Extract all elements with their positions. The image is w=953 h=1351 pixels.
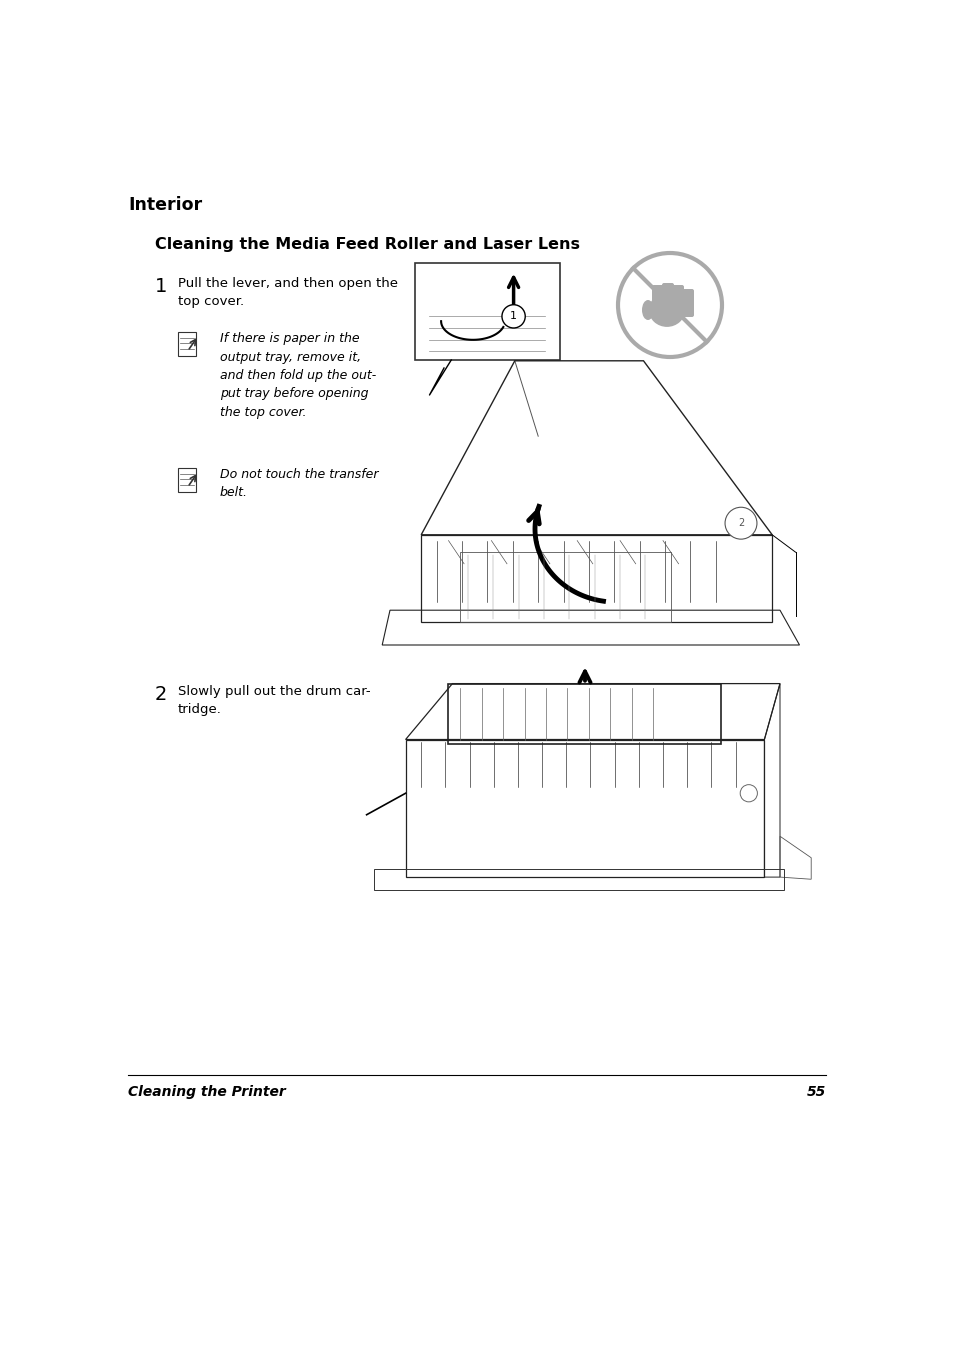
Text: 2: 2 (737, 519, 743, 528)
Text: Do not touch the transfer
belt.: Do not touch the transfer belt. (220, 467, 378, 500)
FancyBboxPatch shape (661, 282, 673, 319)
Text: Cleaning the Media Feed Roller and Laser Lens: Cleaning the Media Feed Roller and Laser… (154, 236, 579, 253)
FancyBboxPatch shape (178, 332, 195, 357)
Text: 1: 1 (154, 277, 167, 296)
FancyBboxPatch shape (681, 289, 693, 317)
Circle shape (501, 305, 525, 328)
Text: 1: 1 (510, 311, 517, 322)
FancyBboxPatch shape (415, 263, 559, 359)
FancyBboxPatch shape (651, 285, 663, 319)
FancyBboxPatch shape (178, 467, 195, 492)
Text: If there is paper in the
output tray, remove it,
and then fold up the out-
put t: If there is paper in the output tray, re… (220, 332, 375, 419)
Text: Slowly pull out the drum car-
tridge.: Slowly pull out the drum car- tridge. (178, 685, 370, 716)
Text: 55: 55 (806, 1085, 825, 1098)
Ellipse shape (641, 300, 654, 320)
Text: Pull the lever, and then open the
top cover.: Pull the lever, and then open the top co… (178, 277, 397, 308)
Text: Cleaning the Printer: Cleaning the Printer (128, 1085, 286, 1098)
Text: 2: 2 (154, 685, 167, 704)
Ellipse shape (648, 293, 684, 327)
Circle shape (724, 507, 756, 539)
FancyBboxPatch shape (671, 285, 683, 319)
Text: Interior: Interior (128, 196, 202, 213)
